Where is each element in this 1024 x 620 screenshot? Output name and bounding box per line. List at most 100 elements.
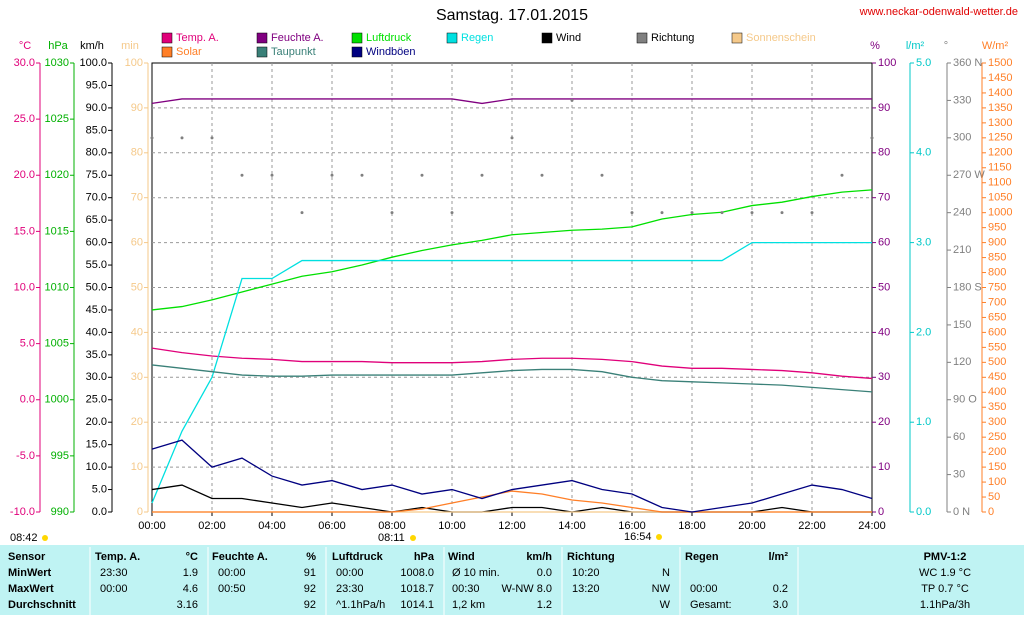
y-tick-label: 50	[988, 491, 1000, 503]
x-tick-label: 10:00	[438, 520, 466, 532]
y-tick-label: 1020	[45, 169, 69, 181]
y-tick-label: 0.0	[20, 394, 35, 406]
legend-label: Luftdruck	[366, 32, 412, 44]
row-label: MinWert	[8, 567, 52, 579]
table-header: km/h	[526, 551, 552, 563]
series-line	[151, 439, 873, 513]
y-tick-label: 1250	[988, 132, 1012, 144]
y-tick-label: 350	[988, 401, 1006, 413]
y-tick-label: 0	[137, 506, 143, 518]
axis-unit: km/h	[80, 40, 104, 52]
legend-swatch	[731, 32, 743, 44]
table-header: Luftdruck	[332, 551, 384, 563]
y-tick-label: 1400	[988, 87, 1012, 99]
y-tick-label: -5.0	[16, 450, 35, 462]
y-tick-label: 4.0	[916, 147, 931, 159]
legend-label: Regen	[461, 32, 493, 44]
y-tick-label: 100	[878, 57, 896, 69]
x-tick-label: 18:00	[678, 520, 706, 532]
y-tick-label: 210	[953, 244, 971, 256]
table-header: Wind	[448, 551, 475, 563]
y-tick-label: 400	[988, 386, 1006, 398]
table-header: l/m²	[768, 551, 788, 563]
y-tick-label: 700	[988, 296, 1006, 308]
table-cell: Ø 10 min.	[452, 567, 500, 579]
y-tick-label: 5.0	[92, 483, 107, 495]
table-cell: 1,2 km	[452, 599, 485, 611]
y-tick-label: 300	[988, 416, 1006, 428]
y-tick-label: 250	[988, 431, 1006, 443]
y-tick-label: 40	[131, 326, 143, 338]
y-tick-label: 500	[988, 356, 1006, 368]
series-line	[151, 347, 873, 380]
legend-label: Taupunkt	[271, 46, 316, 58]
table-cell: 1.1hPa/3h	[920, 599, 970, 611]
direction-dot	[810, 211, 814, 215]
y-tick-label: 990	[51, 506, 69, 518]
y-tick-label: 900	[988, 237, 1006, 249]
y-tick-label: 100	[988, 476, 1006, 488]
y-tick-label: 150	[988, 461, 1006, 473]
y-tick-label: 1005	[45, 338, 69, 350]
direction-dot	[720, 211, 724, 215]
y-tick-label: 950	[988, 222, 1006, 234]
row-label: MaxWert	[8, 583, 54, 595]
table-header: °C	[186, 551, 198, 563]
y-tick-label: 50	[878, 281, 890, 293]
y-tick-label: 800	[988, 266, 1006, 278]
table-cell: 00:00	[218, 567, 246, 579]
legend-label: Temp. A.	[176, 32, 219, 44]
legend-swatch	[351, 32, 363, 44]
table-cell: 00:50	[218, 583, 246, 595]
y-tick-label: 1100	[988, 177, 1012, 189]
direction-dot	[780, 211, 784, 215]
direction-dot	[150, 136, 154, 140]
table-cell: ^1.1hPa/h	[336, 599, 385, 611]
y-tick-label: 30	[131, 371, 143, 383]
y-tick-label: 0	[878, 506, 884, 518]
y-tick-label: 90.0	[86, 102, 107, 114]
y-tick-label: 600	[988, 326, 1006, 338]
y-tick-label: 30.0	[86, 371, 107, 383]
y-tick-label: 60	[878, 237, 890, 249]
y-tick-label: 50	[131, 281, 143, 293]
y-tick-label: 10.0	[86, 461, 107, 473]
axis-unit: l/m²	[906, 40, 925, 52]
row-label: Durchschnitt	[8, 599, 76, 611]
x-tick-label: 08:00	[378, 520, 406, 532]
y-tick-label: 1300	[988, 117, 1012, 129]
direction-dot	[300, 211, 304, 215]
legend-label: Feuchte A.	[271, 32, 324, 44]
y-tick-label: 1350	[988, 102, 1012, 114]
y-tick-label: 55.0	[86, 259, 107, 271]
x-tick-label: 00:00	[138, 520, 166, 532]
y-tick-label: -10.0	[10, 506, 35, 518]
table-header: Richtung	[567, 551, 615, 563]
y-tick-label: 30	[953, 468, 965, 480]
y-tick-label: 2.0	[916, 326, 931, 338]
direction-dot	[540, 173, 544, 177]
table-cell: 92	[304, 583, 316, 595]
legend-swatch	[636, 32, 648, 44]
y-tick-label: 100.0	[79, 57, 107, 69]
y-tick-label: 30.0	[14, 57, 35, 69]
direction-dot	[600, 173, 604, 177]
y-tick-label: 65.0	[86, 214, 107, 226]
legend-label: Sonnenschein	[746, 32, 816, 44]
direction-dot	[480, 173, 484, 177]
y-tick-label: 850	[988, 251, 1006, 263]
direction-dot	[270, 173, 274, 177]
table-cell: 91	[304, 567, 316, 579]
direction-dot	[840, 173, 844, 177]
direction-dot	[570, 98, 574, 102]
direction-dot	[450, 211, 454, 215]
y-tick-label: 70	[131, 192, 143, 204]
source-link[interactable]: www.neckar-odenwald-wetter.de	[859, 6, 1018, 18]
y-tick-label: 1150	[988, 162, 1012, 174]
series-line	[152, 490, 872, 513]
table-cell: 1.9	[183, 567, 198, 579]
y-tick-label: 15.0	[14, 225, 35, 237]
y-tick-label: 90	[878, 102, 890, 114]
y-tick-label: 70	[878, 192, 890, 204]
